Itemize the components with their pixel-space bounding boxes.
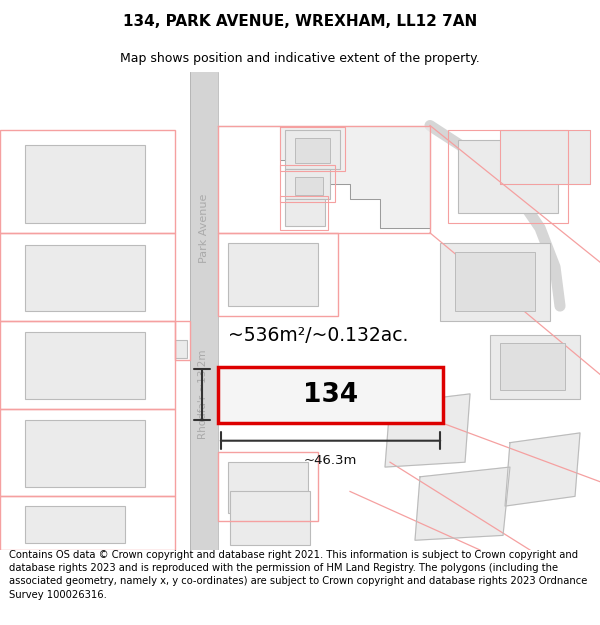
Bar (458, 140, 558, 213)
Text: 134, PARK AVENUE, WREXHAM, LL12 7AN: 134, PARK AVENUE, WREXHAM, LL12 7AN (123, 14, 477, 29)
Polygon shape (415, 467, 510, 540)
Bar (280, 127, 345, 171)
Text: Park Avenue: Park Avenue (199, 193, 209, 262)
Bar (175, 321, 190, 360)
Bar (230, 491, 310, 545)
Text: ~536m²/~0.132ac.: ~536m²/~0.132ac. (228, 326, 409, 345)
Bar (295, 138, 330, 162)
Bar (218, 366, 443, 423)
Bar (228, 242, 318, 306)
Bar (500, 131, 590, 184)
Bar (218, 366, 443, 423)
Bar (285, 199, 325, 226)
Bar (0, 409, 175, 496)
Bar (25, 145, 145, 223)
Bar (280, 164, 335, 202)
Bar (0, 321, 175, 409)
Polygon shape (385, 394, 470, 467)
Bar (295, 177, 323, 195)
Bar (285, 131, 340, 169)
Bar (490, 336, 580, 399)
Bar (0, 131, 175, 233)
Bar (0, 233, 175, 321)
Bar (25, 506, 125, 543)
Bar (440, 242, 550, 321)
Polygon shape (218, 126, 430, 228)
Bar (0, 496, 175, 550)
Bar (218, 452, 318, 521)
Bar (455, 253, 535, 311)
Bar (448, 131, 568, 223)
Polygon shape (505, 433, 580, 506)
Bar (280, 196, 328, 230)
Bar (218, 233, 338, 316)
Bar (285, 169, 330, 199)
Bar (500, 131, 590, 184)
Bar (25, 244, 145, 311)
Text: Rhodfa'r ~13.2m: Rhodfa'r ~13.2m (198, 349, 208, 439)
Bar (500, 343, 565, 390)
Text: Map shows position and indicative extent of the property.: Map shows position and indicative extent… (120, 52, 480, 66)
Bar (25, 420, 145, 487)
Text: Contains OS data © Crown copyright and database right 2021. This information is : Contains OS data © Crown copyright and d… (9, 550, 587, 599)
Text: ~46.3m: ~46.3m (304, 454, 357, 468)
Bar (190, 72, 218, 550)
Bar (25, 332, 145, 399)
Text: 134: 134 (303, 382, 358, 408)
Bar (175, 340, 187, 357)
Bar (228, 462, 308, 513)
